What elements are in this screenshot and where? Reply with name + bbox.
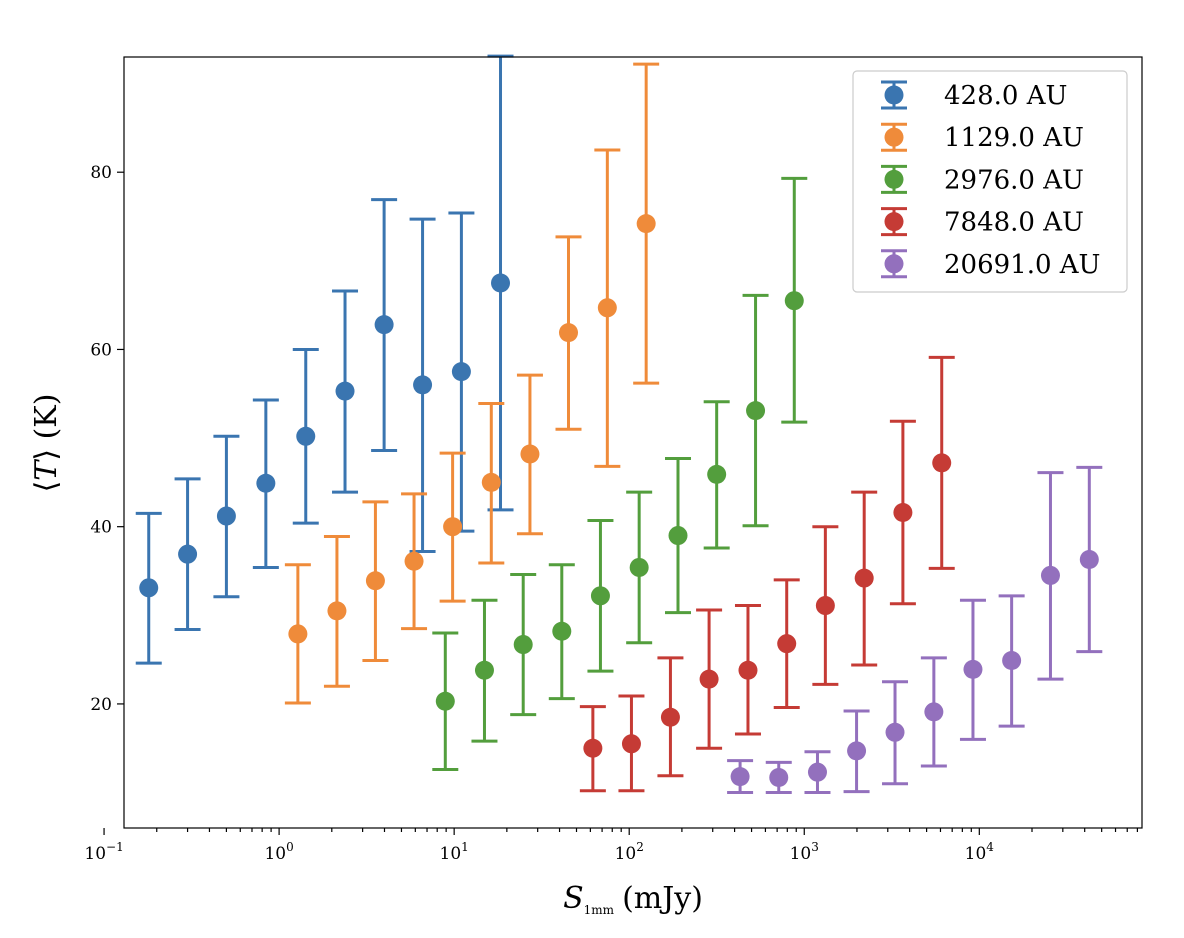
y-axis-label-symbol: T bbox=[29, 459, 64, 481]
data-point-0-6 bbox=[374, 315, 394, 335]
legend-marker-dot-3 bbox=[884, 212, 904, 232]
data-point-4-7 bbox=[1002, 651, 1022, 671]
y-tick-label-3: 80 bbox=[90, 163, 112, 183]
legend-entry-1: 1129.0 AU bbox=[881, 122, 1084, 153]
data-point-4-5 bbox=[924, 702, 944, 722]
legend-entries: 428.0 AU 1129.0 AU 2976.0 AU 7848.0 AU 20691… bbox=[881, 80, 1100, 280]
y-tick-label-1: 40 bbox=[90, 518, 112, 538]
x-axis-label-unit: (mJy) bbox=[622, 881, 703, 916]
legend-label-2: 2976.0 AU bbox=[944, 165, 1084, 195]
data-point-2-1 bbox=[474, 660, 494, 680]
legend-label-3: 7848.0 AU bbox=[944, 208, 1084, 238]
legend-entry-3: 7848.0 AU bbox=[881, 207, 1084, 238]
data-point-2-8 bbox=[746, 401, 766, 421]
legend: 428.0 AU 1129.0 AU 2976.0 AU 7848.0 AU 20691… bbox=[852, 70, 1128, 293]
y-axis-label-unit: (K) bbox=[29, 394, 64, 440]
data-point-3-7 bbox=[854, 568, 874, 588]
x-tick-label-1: 100 bbox=[264, 840, 293, 864]
series-3 bbox=[579, 355, 955, 793]
legend-marker-dot-4 bbox=[884, 254, 904, 274]
data-point-1-7 bbox=[558, 323, 578, 343]
data-point-0-5 bbox=[335, 381, 355, 401]
plot-frame bbox=[123, 56, 1143, 829]
data-point-3-6 bbox=[815, 596, 835, 616]
legend-entry-0: 428.0 AU bbox=[881, 80, 1067, 111]
data-point-1-0 bbox=[288, 624, 308, 644]
data-point-4-2 bbox=[807, 762, 827, 782]
data-point-0-8 bbox=[451, 362, 471, 382]
series-2 bbox=[432, 176, 808, 772]
data-point-1-8 bbox=[597, 298, 617, 318]
legend-label-4: 20691.0 AU bbox=[944, 250, 1100, 280]
y-axis-label-open: ⟨ bbox=[29, 481, 64, 493]
data-point-0-9 bbox=[491, 273, 511, 293]
data-point-3-3 bbox=[699, 669, 719, 689]
data-point-1-4 bbox=[443, 517, 463, 537]
x-axis: 10−1 100 101 102 103 104 bbox=[84, 828, 1138, 864]
x-tick-label-3: 102 bbox=[615, 840, 644, 864]
x-tick-label-2: 101 bbox=[440, 840, 469, 864]
y-axis-label-close: ⟩ bbox=[29, 439, 64, 460]
data-point-3-5 bbox=[777, 634, 797, 654]
data-point-4-8 bbox=[1040, 565, 1060, 585]
data-point-0-3 bbox=[256, 473, 276, 493]
series-1 bbox=[284, 62, 660, 705]
data-point-1-5 bbox=[481, 472, 501, 492]
data-point-2-3 bbox=[552, 621, 572, 641]
data-point-2-7 bbox=[707, 464, 727, 484]
x-axis-label-subscript: 1mm bbox=[584, 903, 615, 917]
data-point-0-0 bbox=[139, 578, 159, 598]
x-tick-label-5: 104 bbox=[965, 840, 995, 864]
data-point-4-0 bbox=[730, 767, 750, 787]
y-axis-label: ⟨T⟩ (K) bbox=[29, 394, 64, 493]
x-axis-label-symbol: S bbox=[563, 881, 584, 916]
y-axis: 20 40 60 80 bbox=[90, 163, 124, 715]
data-point-3-0 bbox=[583, 738, 603, 758]
data-point-2-5 bbox=[629, 557, 649, 577]
data-point-4-4 bbox=[885, 722, 905, 742]
legend-frame bbox=[852, 70, 1128, 293]
legend-marker-dot-1 bbox=[884, 127, 904, 147]
data-point-1-6 bbox=[520, 444, 540, 464]
x-tick-label-0: 10−1 bbox=[84, 840, 123, 864]
data-point-1-1 bbox=[327, 601, 347, 621]
data-point-0-1 bbox=[178, 544, 198, 564]
data-point-0-2 bbox=[216, 506, 236, 526]
data-point-2-2 bbox=[513, 635, 533, 655]
legend-marker-dot-0 bbox=[884, 85, 904, 105]
data-point-3-1 bbox=[621, 734, 641, 754]
data-point-3-4 bbox=[738, 660, 758, 680]
data-point-3-8 bbox=[893, 503, 913, 523]
series-4 bbox=[727, 465, 1103, 795]
data-point-2-9 bbox=[784, 291, 804, 311]
data-point-1-3 bbox=[404, 551, 424, 571]
data-point-3-2 bbox=[660, 707, 680, 727]
data-point-2-4 bbox=[590, 586, 610, 606]
x-axis-label: S1mm (mJy) bbox=[563, 881, 703, 917]
x-tick-label-4: 103 bbox=[790, 840, 819, 864]
data-point-2-6 bbox=[668, 526, 688, 546]
data-point-3-9 bbox=[932, 453, 952, 473]
data-point-0-7 bbox=[413, 375, 433, 395]
data-point-1-9 bbox=[636, 214, 656, 234]
data-point-1-2 bbox=[365, 571, 385, 591]
data-point-0-4 bbox=[296, 426, 316, 446]
plot-marks bbox=[135, 54, 1103, 795]
legend-label-1: 1129.0 AU bbox=[944, 123, 1084, 153]
data-point-2-0 bbox=[435, 691, 455, 711]
y-tick-label-0: 20 bbox=[90, 695, 112, 715]
data-point-4-1 bbox=[769, 767, 789, 787]
legend-label-0: 428.0 AU bbox=[944, 81, 1067, 111]
data-point-4-3 bbox=[847, 741, 867, 761]
data-point-4-9 bbox=[1079, 549, 1099, 569]
legend-marker-dot-2 bbox=[884, 169, 904, 189]
legend-entry-2: 2976.0 AU bbox=[881, 164, 1084, 195]
data-point-4-6 bbox=[963, 659, 983, 679]
legend-entry-4: 20691.0 AU bbox=[881, 249, 1100, 280]
y-tick-label-2: 60 bbox=[90, 340, 112, 360]
